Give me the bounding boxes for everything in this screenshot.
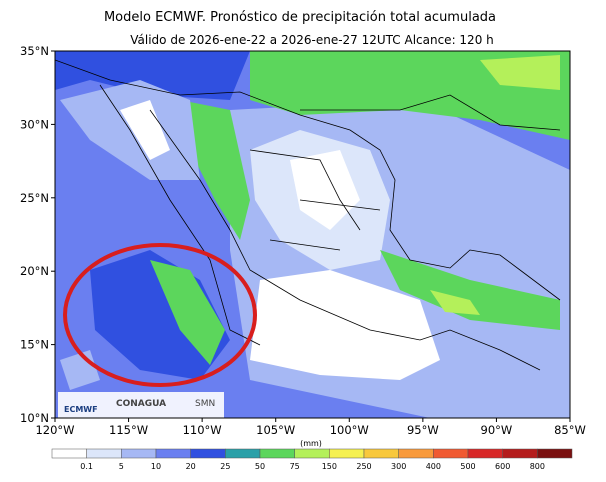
colorbar-label: 5 <box>119 462 124 471</box>
x-tick-label: 100°W <box>330 423 369 437</box>
colorbar-box <box>398 448 434 459</box>
colorbar-label: 0.1 <box>80 462 93 471</box>
colorbar-box <box>51 448 87 459</box>
colorbar-label: 25 <box>220 462 230 471</box>
y-tick-label: 35°N <box>20 44 49 58</box>
x-tick-label: 85°W <box>554 423 586 437</box>
colorbar-label: 600 <box>495 462 510 471</box>
colorbar-box <box>225 448 261 459</box>
colorbar-label: 10 <box>151 462 161 471</box>
y-tick-label: 30°N <box>20 117 49 131</box>
y-tick-label: 10°N <box>20 411 49 425</box>
colorbar-box <box>259 448 295 459</box>
colorbar-unit: (mm) <box>300 439 322 448</box>
colorbar-box <box>190 448 226 459</box>
colorbar-label: 50 <box>255 462 265 471</box>
y-tick-label: 20°N <box>20 264 49 278</box>
x-tick-label: 95°W <box>407 423 439 437</box>
colorbar-box <box>155 448 191 459</box>
y-tick-label: 25°N <box>20 191 49 205</box>
colorbar-box <box>121 448 157 459</box>
colorbar-label: 20 <box>186 462 196 471</box>
colorbar-box <box>433 448 469 459</box>
colorbar-box <box>467 448 503 459</box>
colorbar-label: 150 <box>322 462 337 471</box>
colorbar-box <box>363 448 399 459</box>
colorbar-box <box>537 448 573 459</box>
precip-field <box>55 51 570 418</box>
y-tick-label: 15°N <box>20 338 49 352</box>
logo-box <box>58 392 224 418</box>
logo-ecmwf: ECMWF <box>64 405 98 414</box>
colorbar-box <box>329 448 365 459</box>
x-tick-label: 115°W <box>109 423 148 437</box>
colorbar-box <box>86 448 122 459</box>
x-tick-label: 90°W <box>481 423 513 437</box>
logo-smn: SMN <box>195 399 215 409</box>
subtitle: Válido de 2026-ene-22 a 2026-ene-27 12UT… <box>130 33 494 47</box>
x-tick-label: 105°W <box>256 423 295 437</box>
x-tick-label: 120°W <box>35 423 74 437</box>
highlight-ellipse <box>63 243 257 387</box>
colorbar-box <box>294 448 330 459</box>
colorbar-label: 400 <box>426 462 441 471</box>
colorbar-label: 75 <box>290 462 300 471</box>
colorbar-label: 300 <box>391 462 406 471</box>
plot-frame <box>54 50 571 419</box>
x-tick-label: 110°W <box>183 423 222 437</box>
colorbar-box <box>502 448 538 459</box>
coastlines <box>55 59 561 371</box>
colorbar-label: 800 <box>530 462 545 471</box>
colorbar-label: 500 <box>460 462 475 471</box>
title: Modelo ECMWF. Pronóstico de precipitació… <box>104 10 496 25</box>
colorbar-label: 250 <box>356 462 371 471</box>
logo-conagua: CONAGUA <box>116 399 166 409</box>
